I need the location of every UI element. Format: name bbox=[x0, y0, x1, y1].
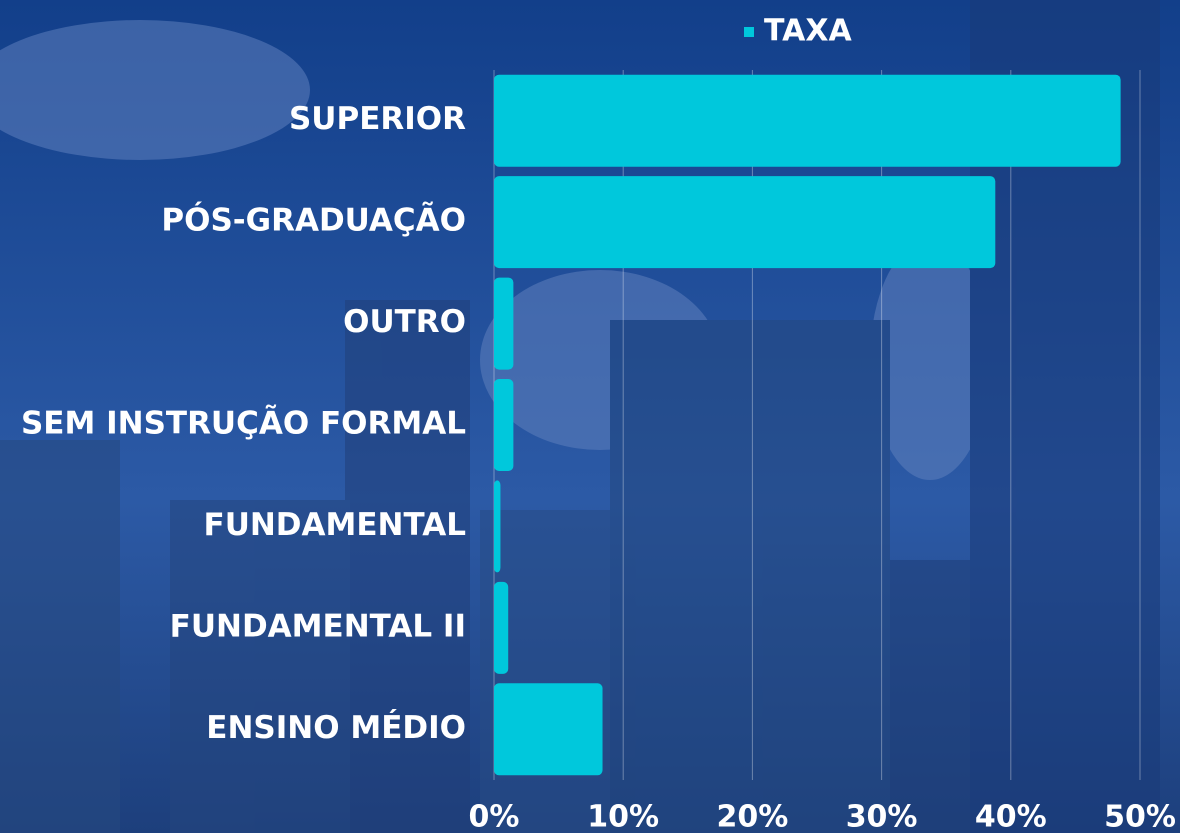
x-tick-label: 10% bbox=[587, 800, 659, 834]
bar bbox=[494, 379, 513, 471]
chart: 0% 10% 20% 30% 40% 50% SUPERIOR PÓS-GRADUAÇÃO OU… bbox=[0, 0, 1180, 833]
bar bbox=[494, 278, 513, 370]
y-tick-label: ENSINO MÉDIO bbox=[206, 710, 466, 746]
bar bbox=[494, 683, 603, 775]
y-tick-label: PÓS-GRADUAÇÃO bbox=[161, 202, 466, 239]
y-tick-label: FUNDAMENTAL II bbox=[170, 608, 466, 644]
bar bbox=[494, 582, 508, 674]
y-tick-label: FUNDAMENTAL bbox=[204, 507, 466, 543]
x-tick-label: 0% bbox=[469, 800, 520, 834]
bar bbox=[494, 480, 500, 572]
legend-label: TAXA bbox=[764, 14, 852, 49]
y-tick-label: OUTRO bbox=[343, 304, 466, 340]
x-tick-label: 20% bbox=[716, 800, 788, 834]
x-tick-label: 50% bbox=[1104, 800, 1176, 834]
legend-swatch bbox=[744, 27, 754, 37]
x-tick-label: 30% bbox=[846, 800, 918, 834]
bar bbox=[494, 176, 995, 268]
y-tick-label: SEM INSTRUÇÃO FORMAL bbox=[21, 405, 466, 442]
y-tick-label: SUPERIOR bbox=[289, 101, 466, 137]
bar bbox=[494, 75, 1121, 167]
x-tick-label: 40% bbox=[975, 800, 1047, 834]
